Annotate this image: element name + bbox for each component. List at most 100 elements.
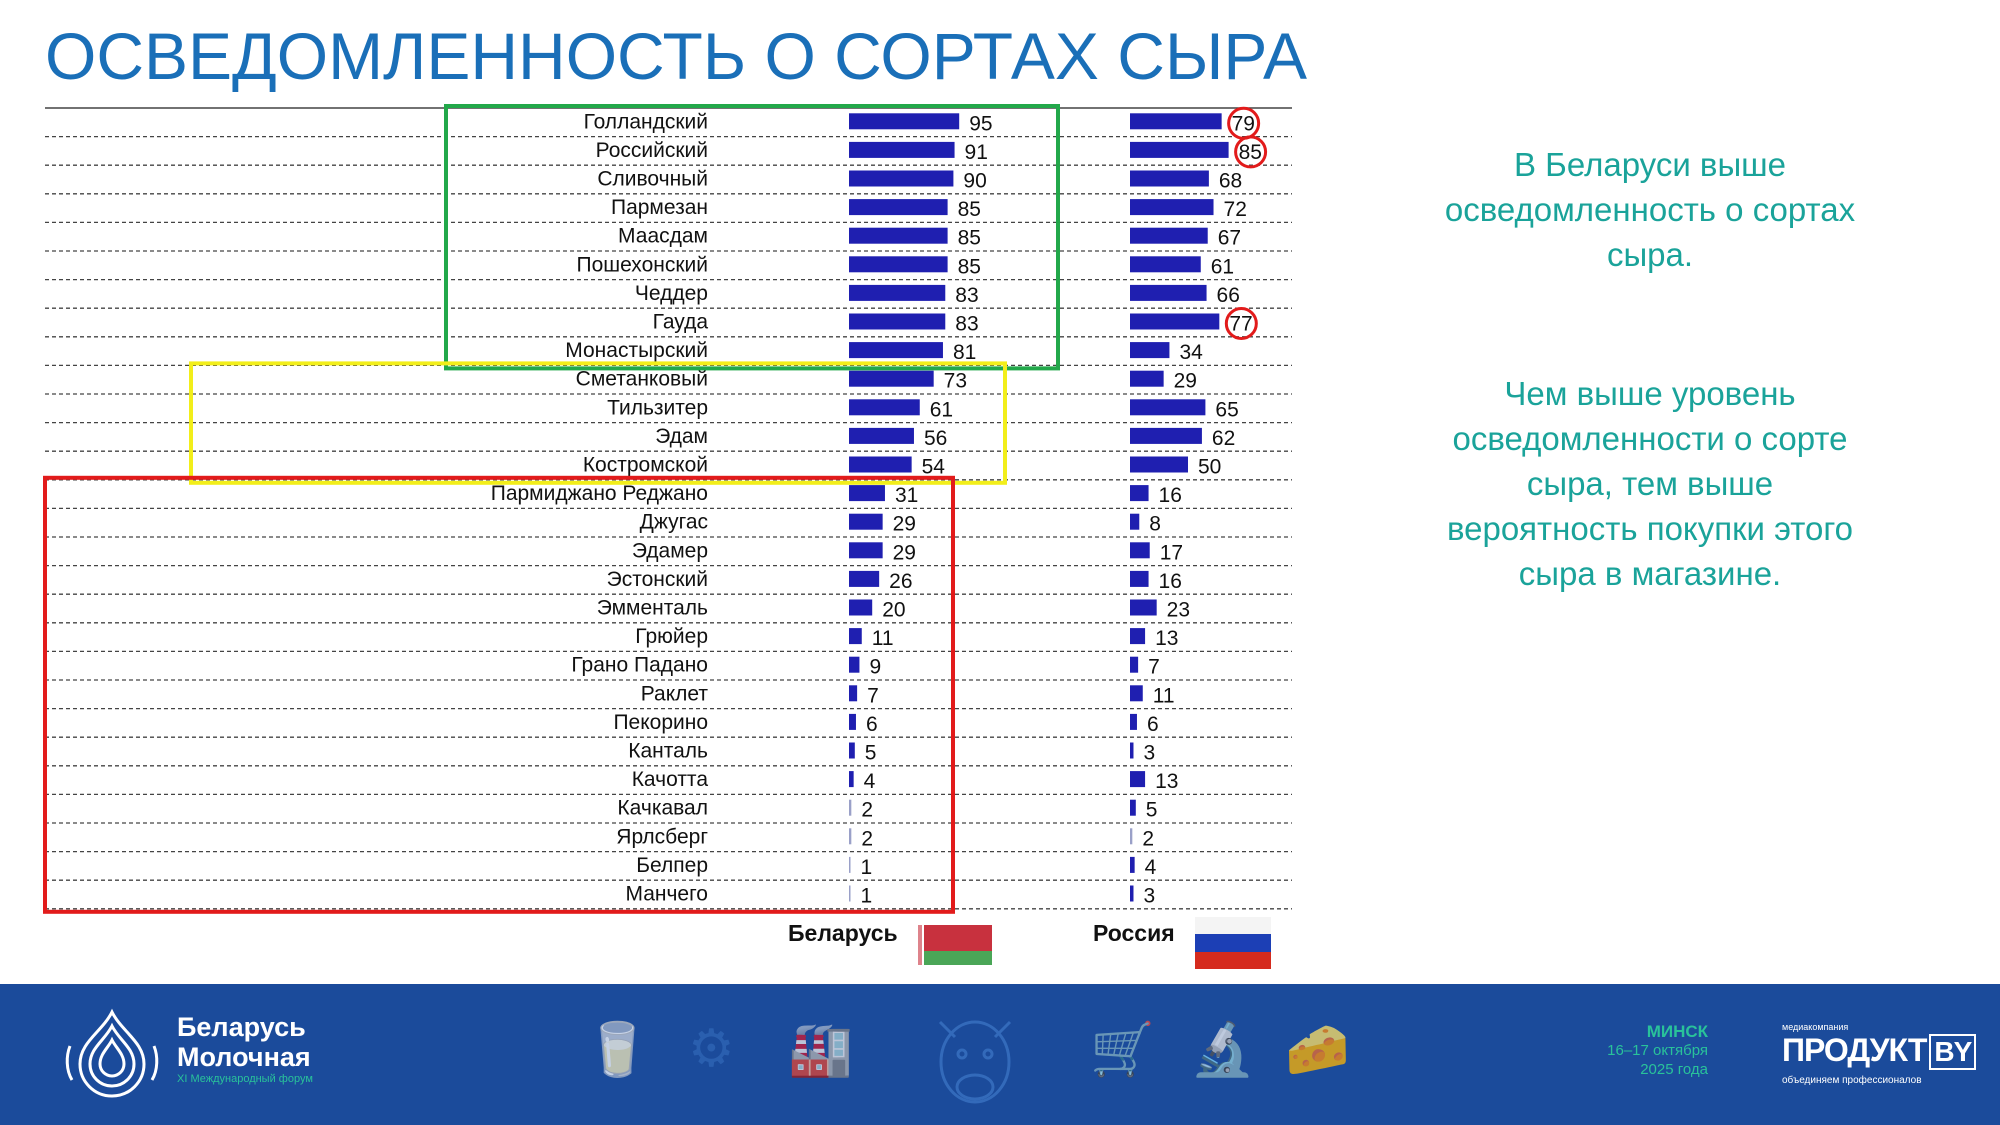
value-label-belarus: 61 bbox=[930, 398, 953, 421]
bar-belarus bbox=[849, 771, 854, 788]
bar-belarus bbox=[849, 513, 883, 530]
value-label-belarus: 26 bbox=[889, 570, 912, 593]
bar-russia bbox=[1130, 227, 1208, 244]
bar-russia bbox=[1130, 885, 1134, 902]
bar-belarus bbox=[849, 656, 860, 673]
highlight-circle bbox=[1224, 307, 1258, 340]
category-label: Грано Падано bbox=[571, 654, 708, 677]
bar-belarus bbox=[849, 856, 851, 873]
value-label-belarus: 90 bbox=[963, 170, 986, 193]
value-label-belarus: 91 bbox=[965, 141, 988, 164]
category-label: Эстонский bbox=[607, 568, 708, 591]
category-label: Сливочный bbox=[597, 168, 708, 191]
bar-belarus bbox=[849, 885, 851, 902]
bar-russia bbox=[1130, 713, 1137, 730]
value-label-russia: 4 bbox=[1145, 856, 1157, 879]
value-label-russia: 16 bbox=[1159, 570, 1182, 593]
value-label-belarus: 54 bbox=[922, 456, 946, 479]
bar-belarus bbox=[849, 685, 858, 702]
category-label: Российский bbox=[596, 139, 708, 162]
value-label-russia: 85 bbox=[1239, 141, 1262, 164]
value-label-russia: 77 bbox=[1229, 313, 1252, 336]
bar-russia bbox=[1130, 542, 1150, 559]
category-label: Монастырский bbox=[565, 339, 708, 362]
category-label: Гауда bbox=[653, 311, 709, 334]
category-label: Раклет bbox=[641, 682, 709, 705]
value-label-belarus: 29 bbox=[893, 541, 916, 564]
category-label: Пармиджано Реджано bbox=[491, 482, 708, 505]
lab-icon: 🔬 bbox=[1190, 1021, 1255, 1079]
value-label-belarus: 2 bbox=[861, 799, 873, 822]
value-label-russia: 11 bbox=[1153, 684, 1175, 707]
bar-belarus bbox=[849, 427, 914, 444]
brand-logo-text: ПРОДУКТ bbox=[1782, 1032, 1927, 1068]
forum-logo-subtitle: XI Международный форум bbox=[177, 1073, 313, 1085]
bar-belarus bbox=[849, 141, 955, 158]
value-label-russia: 6 bbox=[1147, 713, 1159, 736]
category-label: Эдам bbox=[655, 425, 708, 448]
bar-belarus bbox=[849, 828, 852, 845]
value-label-russia: 67 bbox=[1218, 227, 1241, 250]
value-label-belarus: 83 bbox=[955, 284, 978, 307]
value-label-russia: 13 bbox=[1155, 770, 1178, 793]
value-label-belarus: 85 bbox=[958, 227, 981, 250]
value-label-russia: 34 bbox=[1179, 341, 1203, 364]
forum-logo-line1: Беларусь bbox=[177, 1012, 306, 1042]
forum-logo-icon bbox=[65, 1008, 159, 1098]
value-label-russia: 66 bbox=[1217, 284, 1240, 307]
value-label-belarus: 56 bbox=[924, 427, 947, 450]
value-label-russia: 23 bbox=[1167, 599, 1190, 622]
group-box-top bbox=[444, 104, 1060, 371]
value-label-russia: 72 bbox=[1224, 198, 1247, 221]
note-belarus-higher: В Беларуси выше осведомленность о сортах… bbox=[1444, 146, 1856, 273]
bar-russia bbox=[1130, 656, 1139, 673]
bar-belarus bbox=[849, 570, 880, 587]
category-label: Грюйер bbox=[635, 625, 708, 648]
bar-russia bbox=[1130, 513, 1140, 530]
russia-flag-icon bbox=[1195, 917, 1271, 969]
value-label-russia: 29 bbox=[1174, 370, 1197, 393]
bar-russia bbox=[1130, 199, 1214, 216]
event-location-date: МИНСК 16–17 октября 2025 года bbox=[1607, 1022, 1708, 1079]
belarus-flag-icon bbox=[916, 925, 992, 965]
forum-logo-text: Беларусь Молочная bbox=[177, 1012, 311, 1072]
category-label: Костромской bbox=[583, 454, 708, 477]
category-label: Канталь bbox=[628, 740, 708, 763]
bar-belarus bbox=[849, 313, 946, 330]
value-label-russia: 3 bbox=[1143, 885, 1155, 908]
forum-logo-line2: Молочная bbox=[177, 1042, 311, 1072]
milk-bottle-icon: 🥛 bbox=[585, 1021, 650, 1079]
brand-logo: ПРОДУКТ BY bbox=[1782, 1032, 1977, 1070]
category-label: Пошехонский bbox=[576, 253, 708, 276]
bar-russia bbox=[1130, 570, 1149, 587]
factory-icon: 🏭 bbox=[788, 1021, 853, 1079]
category-label: Сметанковый bbox=[576, 368, 708, 391]
category-label: Ярлсберг bbox=[616, 825, 708, 848]
value-label-belarus: 11 bbox=[872, 627, 894, 650]
category-label: Пармезан bbox=[611, 196, 708, 219]
value-label-russia: 62 bbox=[1212, 427, 1235, 450]
value-label-russia: 16 bbox=[1159, 484, 1182, 507]
value-label-russia: 61 bbox=[1211, 255, 1234, 278]
bar-russia bbox=[1130, 284, 1207, 301]
value-label-russia: 5 bbox=[1146, 799, 1158, 822]
brand-caption: медиакомпания bbox=[1782, 1022, 1849, 1032]
bar-russia bbox=[1130, 628, 1146, 645]
bar-belarus bbox=[849, 799, 852, 816]
value-label-russia: 50 bbox=[1198, 456, 1221, 479]
value-label-russia: 7 bbox=[1148, 656, 1160, 679]
value-label-belarus: 29 bbox=[893, 513, 916, 536]
bar-russia bbox=[1130, 313, 1220, 330]
value-label-belarus: 9 bbox=[869, 656, 881, 679]
cow-mascot-icon bbox=[938, 1020, 1012, 1104]
value-label-belarus: 85 bbox=[958, 255, 981, 278]
bar-russia bbox=[1130, 599, 1157, 616]
value-label-russia: 79 bbox=[1232, 112, 1255, 135]
group-box-middle bbox=[189, 361, 1007, 485]
bar-belarus bbox=[849, 370, 934, 387]
category-label: Качкавал bbox=[617, 797, 708, 820]
bar-russia bbox=[1130, 799, 1136, 816]
bar-russia bbox=[1130, 170, 1209, 187]
value-label-russia: 2 bbox=[1142, 827, 1154, 850]
